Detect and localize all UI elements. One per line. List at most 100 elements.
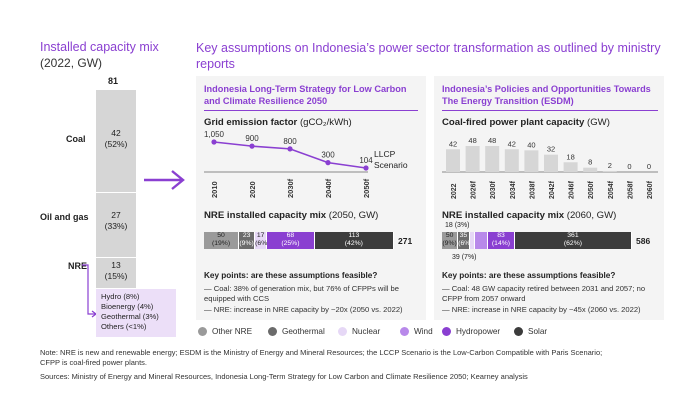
stack-segment-solar: 361 (62%) — [514, 232, 632, 249]
coal-value-label: 18 — [566, 152, 574, 161]
stack-segment-pct: (19%) — [211, 240, 231, 247]
emission-value-label: 900 — [245, 134, 259, 143]
nre2060-callout-bottom: 39 (7%) — [452, 254, 477, 261]
coal-pct: (52%) — [104, 139, 128, 149]
stack-segment-value: 50 — [217, 232, 225, 239]
panel1-kp-2: — NRE: increase in NRE capacity by ~20x … — [204, 305, 403, 314]
coal-chart-title-light: (GW) — [587, 117, 610, 128]
coal-value-label: 40 — [527, 140, 535, 149]
stack-segment-label: 50 (9%) — [442, 232, 457, 248]
coal-segment — [96, 90, 136, 193]
stack-segment-pct: (9%) — [442, 240, 457, 247]
panel2-divider — [442, 110, 658, 111]
coal-bar — [563, 162, 578, 172]
panel1-kp-head: Key points: are these assumptions feasib… — [204, 271, 378, 280]
stack-segment-label: 83 (14%) — [488, 232, 514, 248]
panel2-title: Indonesia’s Policies and Opportunities T… — [442, 84, 651, 106]
scenario-label: LLCP Scenario — [374, 149, 408, 171]
oilgas-pct: (33%) — [104, 221, 128, 231]
panel2-kp-2: — NRE: increase in NRE capacity by ~45x … — [442, 305, 641, 314]
legend-geothermal: Geothermal — [268, 327, 325, 336]
emission-series-line — [213, 141, 367, 169]
nre2050-title-light: (2050, GW) — [328, 210, 379, 221]
stack-segment-hydropower: 83 (14%) — [488, 232, 515, 249]
coal-bar — [504, 149, 519, 172]
nre2050-title-bold: NRE installed capacity mix — [204, 210, 327, 221]
legend-dot-geothermal — [268, 327, 277, 336]
stack-segment-label: 113 (42%) — [315, 232, 393, 248]
panel-esdm — [434, 76, 664, 320]
nre2050-bar: 50 (19%) 23 (9%) 17 (6%) 68 (25%) 113 (42%) — [204, 232, 394, 249]
panel1-divider — [204, 110, 418, 111]
coal-bar — [544, 154, 558, 172]
coal-value-label: 42 — [449, 139, 457, 148]
stack-segment-value: 17 — [256, 232, 265, 239]
coal-x-tick: 2022 — [451, 183, 458, 199]
legend-nuclear: Nuclear — [338, 327, 380, 336]
emission-point — [249, 143, 255, 149]
coal-bar — [465, 146, 480, 172]
main-title: Key assumptions on Indonesia’s power sec… — [196, 41, 661, 71]
stack-segment-label: 361 (62%) — [515, 232, 631, 248]
nre2060-title: NRE installed capacity mix (2060, GW) — [442, 210, 616, 221]
stack-segment-pct: (6%) — [255, 240, 270, 247]
emission-line-chart: 1,050 2010 900 2020 800 2030f 300 2040f 104 2050f — [204, 130, 373, 198]
legend-dot-nuclear — [338, 327, 347, 336]
stack-segment-pct: (14%) — [491, 240, 511, 247]
stack-segment-solar: 113 (42%) — [314, 232, 394, 249]
panel2-kp-head: Key points: are these assumptions feasib… — [442, 271, 616, 280]
legend-dot-other-nre — [198, 327, 207, 336]
coal-value: 42 — [111, 128, 121, 138]
coal-x-tick: 2046f — [569, 180, 576, 199]
coal-chart-title-bold: Coal-fired power plant capacity — [442, 117, 585, 128]
scenario-label-2: Scenario — [374, 160, 408, 170]
legend-label-geothermal: Geothermal — [282, 327, 325, 336]
legend-label-nuclear: Nuclear — [352, 327, 381, 336]
scenario-label-1: LLCP — [374, 149, 396, 159]
stack-segment-label: 23 (9%) — [239, 232, 254, 248]
arrow-right-icon — [144, 170, 185, 190]
panel1-title: Indonesia Long-Term Strategy for Low Car… — [204, 84, 407, 106]
note-line-2: CFPP is coal-fired power plants. — [40, 358, 147, 367]
stack-segment-other-nre: 50 (19%) — [204, 232, 240, 249]
stack-segment-label: 17 (6%) — [255, 232, 270, 248]
legend-wind: Wind — [400, 327, 433, 336]
coal-x-tick: 2042f — [549, 180, 556, 199]
coal-value-label: 48 — [488, 136, 496, 145]
legend-label-wind: Wind — [414, 327, 433, 336]
emission-x-tick: 2030f — [286, 178, 295, 198]
stack-segment-geothermal: 23 (9%) — [239, 232, 256, 249]
coal-bar — [583, 167, 598, 172]
coal-x-tick: 2026f — [471, 180, 478, 199]
coal-x-tick: 2038f — [529, 180, 536, 199]
nre2060-callout-top: 18 (3%) — [445, 222, 470, 229]
oilgas-label: Oil and gas — [40, 212, 89, 222]
stack-segment-value: 23 — [242, 232, 251, 239]
emission-point — [325, 160, 331, 166]
nre-others: Others (<1%) — [101, 322, 147, 331]
coal-bar — [524, 150, 539, 172]
legend-hydropower: Hydropower — [442, 327, 500, 336]
legend-dot-hydropower — [442, 327, 451, 336]
oilgas-segment — [96, 193, 136, 258]
coal-value-label: 8 — [588, 158, 592, 167]
coal-x-tick: 2054f — [608, 180, 615, 199]
stack-segment-value: 83 — [497, 232, 505, 239]
legend-dot-wind — [400, 327, 409, 336]
coal-x-tick: 2034f — [510, 180, 517, 199]
stack-segment-pct: (25%) — [281, 240, 300, 247]
nre2050-total: 271 — [398, 236, 413, 246]
emission-value-label: 300 — [321, 151, 335, 160]
panel1-kp-1: — Coal: 38% of generation mix, but 76% o… — [204, 284, 399, 303]
coal-x-tick: 2030f — [490, 180, 497, 199]
left-title: Installed capacity mix — [40, 40, 159, 54]
sources-line: Sources: Ministry of Energy and Mineral … — [40, 372, 528, 381]
coal-bar-chart: 42 2022 48 2026f 48 2030f 42 2034f 40 2038f 32 2042… — [442, 136, 658, 199]
coal-value-label: 2 — [608, 161, 612, 170]
coal-bar — [602, 170, 617, 172]
nre-pct: (15%) — [104, 271, 128, 281]
coal-value-label: 48 — [468, 136, 476, 145]
stack-segment-hydropower: 68 (25%) — [267, 232, 315, 249]
nre-label: NRE — [68, 261, 88, 271]
coal-x-tick: 2050f — [588, 180, 595, 199]
